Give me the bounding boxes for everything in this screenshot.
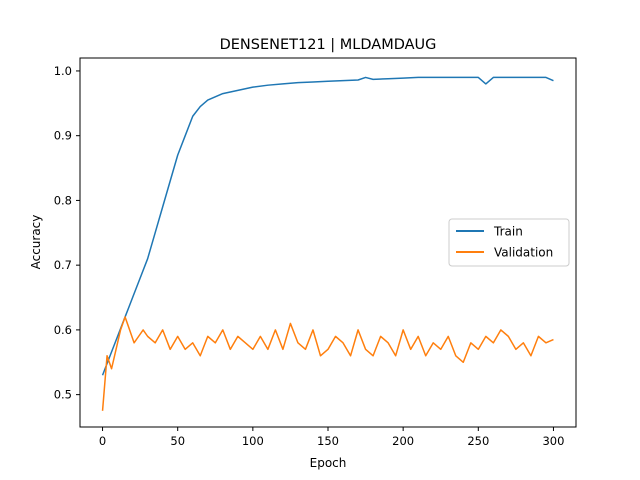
chart-title: DENSENET121 | MLDAMDAUG (220, 37, 437, 53)
legend: Train Validation (448, 218, 570, 267)
x-axis-ticks: 0 50 100 150 200 250 300 (99, 427, 564, 448)
y-tick-label: 0.7 (54, 258, 72, 272)
x-tick-label: 100 (242, 434, 264, 448)
y-tick-label: 1.0 (54, 64, 72, 78)
x-tick-label: 0 (99, 434, 106, 448)
x-tick-label: 50 (170, 434, 185, 448)
y-tick-label: 0.8 (54, 193, 72, 207)
x-tick-label: 200 (392, 434, 414, 448)
legend-label-train: Train (493, 225, 523, 239)
y-tick-label: 0.5 (54, 388, 72, 402)
x-tick-label: 150 (317, 434, 339, 448)
series-line-validation (101, 316, 554, 411)
y-tick-label: 0.6 (54, 323, 72, 337)
y-tick-label: 0.9 (54, 129, 72, 143)
x-axis-label: Epoch (310, 456, 347, 470)
series-layer (101, 76, 554, 411)
x-tick-label: 300 (542, 434, 564, 448)
x-tick-label: 250 (467, 434, 489, 448)
legend-label-validation: Validation (494, 246, 553, 260)
series-line-train (101, 76, 554, 376)
y-axis-label: Accuracy (29, 215, 43, 270)
y-axis-ticks: 0.5 0.6 0.7 0.8 0.9 1.0 (54, 64, 80, 402)
